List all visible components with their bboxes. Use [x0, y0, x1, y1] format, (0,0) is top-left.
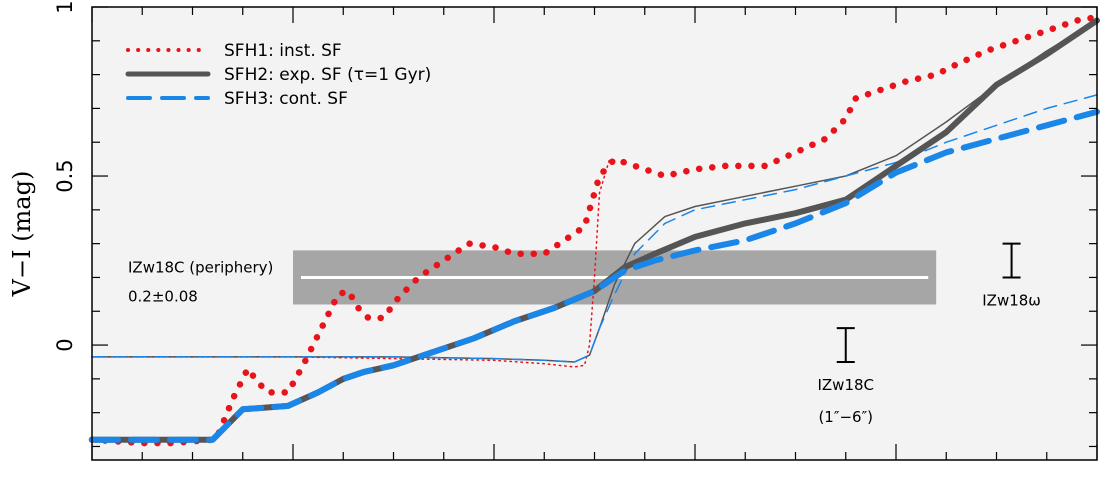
y-tick-label: 0.5	[53, 159, 77, 192]
legend-label-1: SFH2: exp. SF (τ=1 Gyr)	[224, 65, 431, 85]
error-bar-label-0: IZw18ω	[982, 291, 1041, 309]
legend: SFH1: inst. SF SFH2: exp. SF (τ=1 Gyr) SFH…	[125, 41, 431, 109]
legend-label-2: SFH3: cont. SF	[224, 89, 348, 109]
y-tick-label: 0	[53, 338, 77, 351]
series-line-dotted-thick	[88, 13, 1101, 447]
legend-label-0: SFH1: inst. SF	[224, 41, 342, 61]
series-layer	[88, 13, 1101, 447]
error-bar-label-1: IZw18C	[817, 376, 874, 394]
band-value-label: 0.2±0.08	[128, 287, 198, 305]
series-line-dashed-thin	[91, 94, 1098, 363]
series-line-dashed-thick	[89, 108, 1100, 443]
y-axis-label: V−I (mag)	[8, 171, 36, 298]
error-bar-sublabel-1: (1″−6″)	[818, 408, 873, 426]
series-line-dotted-thin	[91, 158, 611, 368]
band-label: IZw18C (periphery)	[128, 258, 273, 276]
axis-ticks: 00.51	[53, 0, 1098, 460]
y-tick-label: 1	[53, 0, 77, 13]
errorbar-layer: IZw18ω IZw18C (1″−6″)	[817, 242, 1041, 426]
